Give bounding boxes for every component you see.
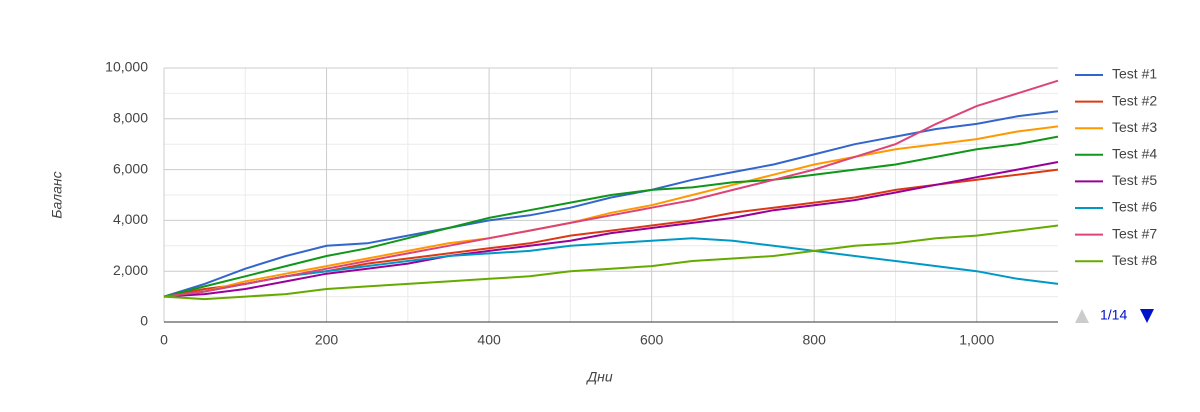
legend-label[interactable]: Test #6 — [1112, 199, 1157, 215]
legend-page-down[interactable] — [1140, 309, 1154, 323]
series-line — [163, 135, 1059, 298]
x-tick-label: 1,000 — [959, 332, 994, 348]
legend-label[interactable]: Test #8 — [1112, 252, 1157, 268]
x-tick-label: 200 — [315, 332, 339, 348]
series-line — [163, 125, 1059, 298]
x-tick-label: 0 — [160, 332, 168, 348]
y-axis-title: Баланс — [49, 171, 65, 218]
x-tick-label: 600 — [640, 332, 664, 348]
legend-label[interactable]: Test #4 — [1112, 146, 1157, 162]
legend-page: 1/14 — [1100, 307, 1127, 323]
y-tick-label: 4,000 — [113, 211, 148, 227]
x-axis-title: Дни — [585, 369, 613, 385]
legend-label[interactable]: Test #7 — [1112, 225, 1157, 241]
x-tick-label: 400 — [477, 332, 501, 348]
y-tick-label: 8,000 — [113, 110, 148, 126]
y-tick-label: 0 — [140, 313, 148, 329]
series-line — [163, 224, 1059, 301]
legend-label[interactable]: Test #2 — [1112, 92, 1157, 108]
legend-label[interactable]: Test #1 — [1112, 66, 1157, 82]
y-tick-label: 6,000 — [113, 160, 148, 176]
y-tick-label: 10,000 — [105, 59, 148, 75]
legend-page-up[interactable] — [1075, 309, 1089, 323]
series-line — [163, 79, 1059, 298]
series-line — [163, 110, 1059, 298]
legend-label[interactable]: Test #3 — [1112, 119, 1157, 135]
x-tick-label: 800 — [803, 332, 827, 348]
series-line — [163, 161, 1059, 298]
series-line — [163, 237, 1059, 298]
legend-label[interactable]: Test #5 — [1112, 172, 1157, 188]
y-tick-label: 2,000 — [113, 262, 148, 278]
